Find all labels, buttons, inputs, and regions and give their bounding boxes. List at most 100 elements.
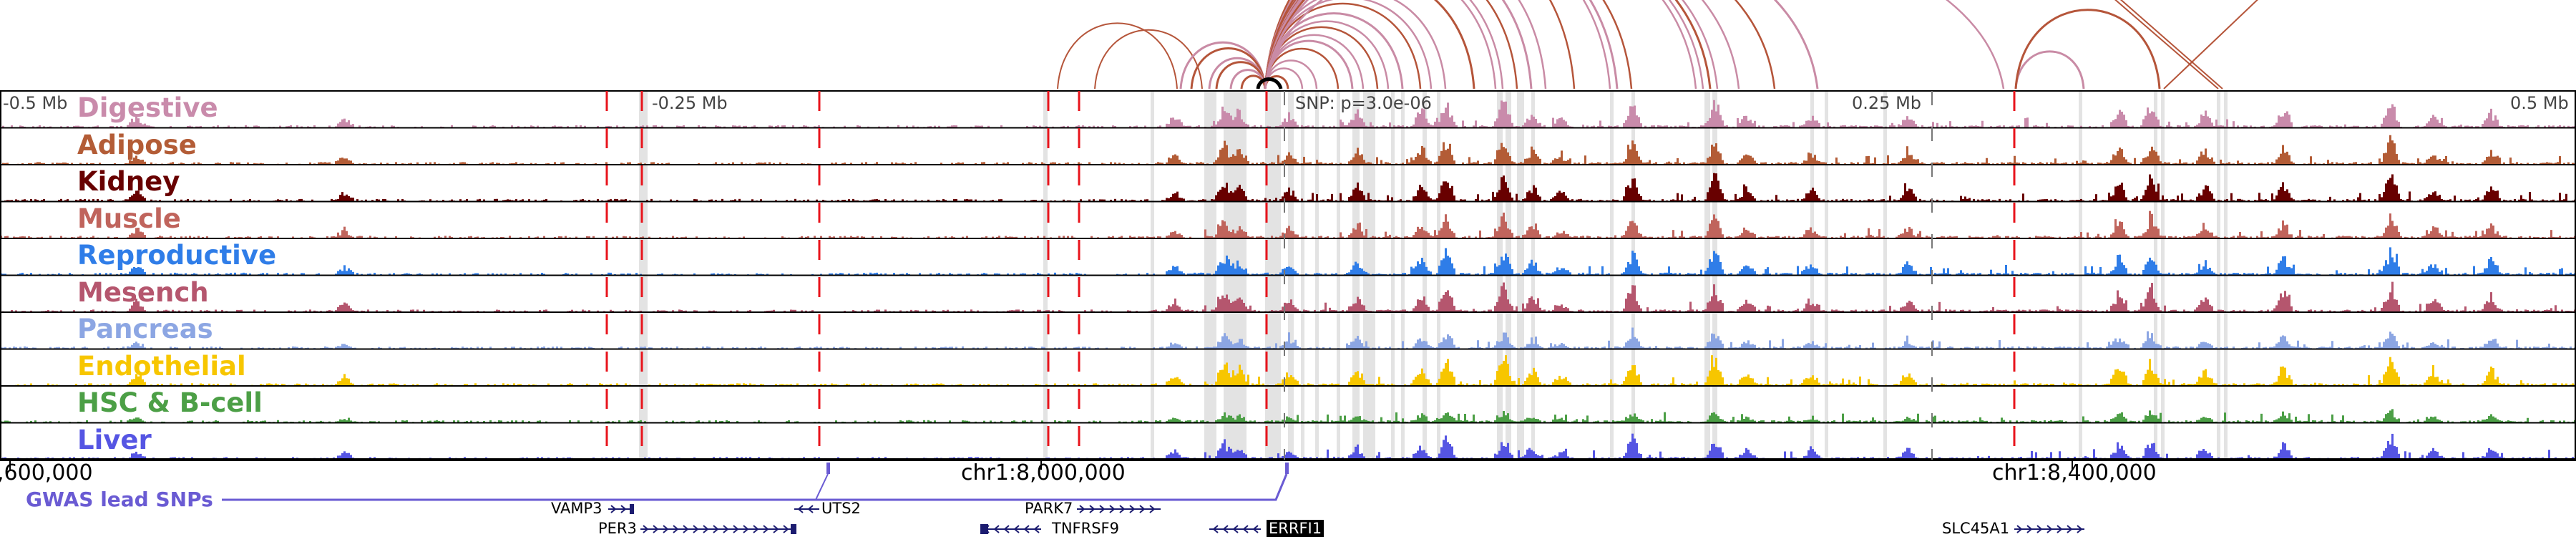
signal-bar (2102, 274, 2104, 275)
signal-bar (535, 199, 537, 201)
signal-bar (434, 236, 436, 238)
signal-bar (1181, 235, 1183, 238)
signal-bar (1861, 126, 1863, 127)
signal-bar (947, 309, 949, 311)
signal-bar (1290, 120, 1292, 127)
signal-bar (1200, 162, 1202, 164)
signal-bar (1642, 163, 1644, 164)
signal-bar (2005, 309, 2007, 311)
signal-bar (2396, 154, 2398, 164)
signal-bar (1629, 221, 1631, 238)
signal-bar (1226, 145, 1228, 164)
signal-bar (2248, 273, 2250, 275)
signal-bar (715, 237, 717, 238)
signal-bar (2026, 200, 2029, 201)
signal-bar (2134, 273, 2136, 275)
signal-bar (1438, 301, 1440, 311)
signal-bar (2084, 266, 2087, 275)
signal-bar (2321, 309, 2323, 311)
signal-bar (1458, 310, 1460, 311)
signal-bar (2254, 163, 2256, 164)
signal-bar (1176, 344, 1179, 349)
signal-bar (2275, 269, 2278, 275)
signal-bar (2155, 264, 2157, 275)
signal-bar (934, 347, 936, 349)
signal-bar (2185, 122, 2187, 127)
signal-bar (352, 310, 354, 311)
signal-bar (2557, 126, 2559, 127)
signal-bar (786, 347, 788, 349)
signal-bar (509, 163, 511, 164)
signal-bar (1642, 236, 1644, 238)
signal-bar (191, 274, 193, 275)
signal-bar (775, 200, 777, 201)
signal-bar (494, 125, 496, 127)
signal-bar (1024, 236, 1026, 238)
signal-bar (758, 274, 760, 275)
signal-bar (2404, 162, 2406, 164)
signal-bar (2112, 195, 2114, 201)
signal-bar (436, 200, 438, 201)
signal-bar (2280, 230, 2282, 238)
signal-bar (1166, 347, 1168, 349)
signal-bar (208, 199, 210, 201)
signal-bar (498, 309, 500, 311)
signal-bar (1973, 163, 1975, 164)
signal-bar (1082, 125, 1084, 127)
signal-bar (1209, 273, 1211, 275)
signal-bar (2224, 236, 2226, 238)
signal-bar (1333, 309, 1335, 311)
signal-bar (135, 299, 137, 311)
signal-bar (1511, 306, 1513, 311)
signal-bar (1636, 259, 1638, 275)
signal-bar (127, 237, 129, 238)
signal-bar (1902, 195, 1904, 201)
signal-bar (955, 198, 957, 201)
signal-bar (157, 310, 159, 311)
signal-bar (60, 126, 62, 127)
signal-bar (47, 274, 49, 275)
signal-bar (150, 199, 152, 201)
signal-bar (942, 310, 945, 311)
signal-bar (2022, 162, 2024, 164)
signal-bar (2076, 236, 2078, 238)
signal-bar (2434, 227, 2436, 238)
signal-bar (260, 236, 262, 238)
signal-bar (2484, 234, 2486, 238)
signal-bar (1872, 236, 1874, 238)
signal-bar (1121, 236, 1123, 238)
signal-bar (1516, 126, 1518, 127)
signal-bar (1670, 163, 1672, 164)
signal-bar (273, 347, 275, 349)
signal-bar (1659, 273, 1662, 275)
signal-bar (131, 268, 133, 275)
signal-bar (1930, 163, 1932, 164)
signal-bar (1900, 272, 1902, 275)
signal-bar (1329, 126, 1331, 127)
signal-bar (1329, 199, 1331, 201)
signal-bar (15, 199, 17, 201)
signal-bar (228, 125, 230, 127)
signal-bar (1831, 236, 1833, 238)
signal-bar (1739, 122, 1741, 127)
signal-bar (1213, 309, 1215, 311)
signal-bar (1743, 266, 1745, 275)
signal-bar (350, 270, 352, 275)
signal-bar (2443, 309, 2445, 311)
signal-bar (1453, 233, 1455, 238)
signal-bar (174, 237, 176, 238)
signal-bar (1292, 305, 1294, 311)
signal-bar (1348, 306, 1350, 311)
signal-bar (2057, 163, 2059, 164)
signal-bar (120, 126, 122, 127)
signal-bar (2185, 200, 2187, 201)
signal-bar (1550, 163, 1552, 164)
signal-bar (1271, 309, 1273, 311)
signal-bar (1202, 163, 1204, 164)
signal-bar (1928, 309, 1930, 311)
signal-bar (1473, 162, 1475, 164)
signal-bar (713, 273, 715, 275)
signal-bar (1144, 199, 1146, 201)
signal-bar (2125, 268, 2127, 275)
signal-bar (897, 125, 899, 127)
